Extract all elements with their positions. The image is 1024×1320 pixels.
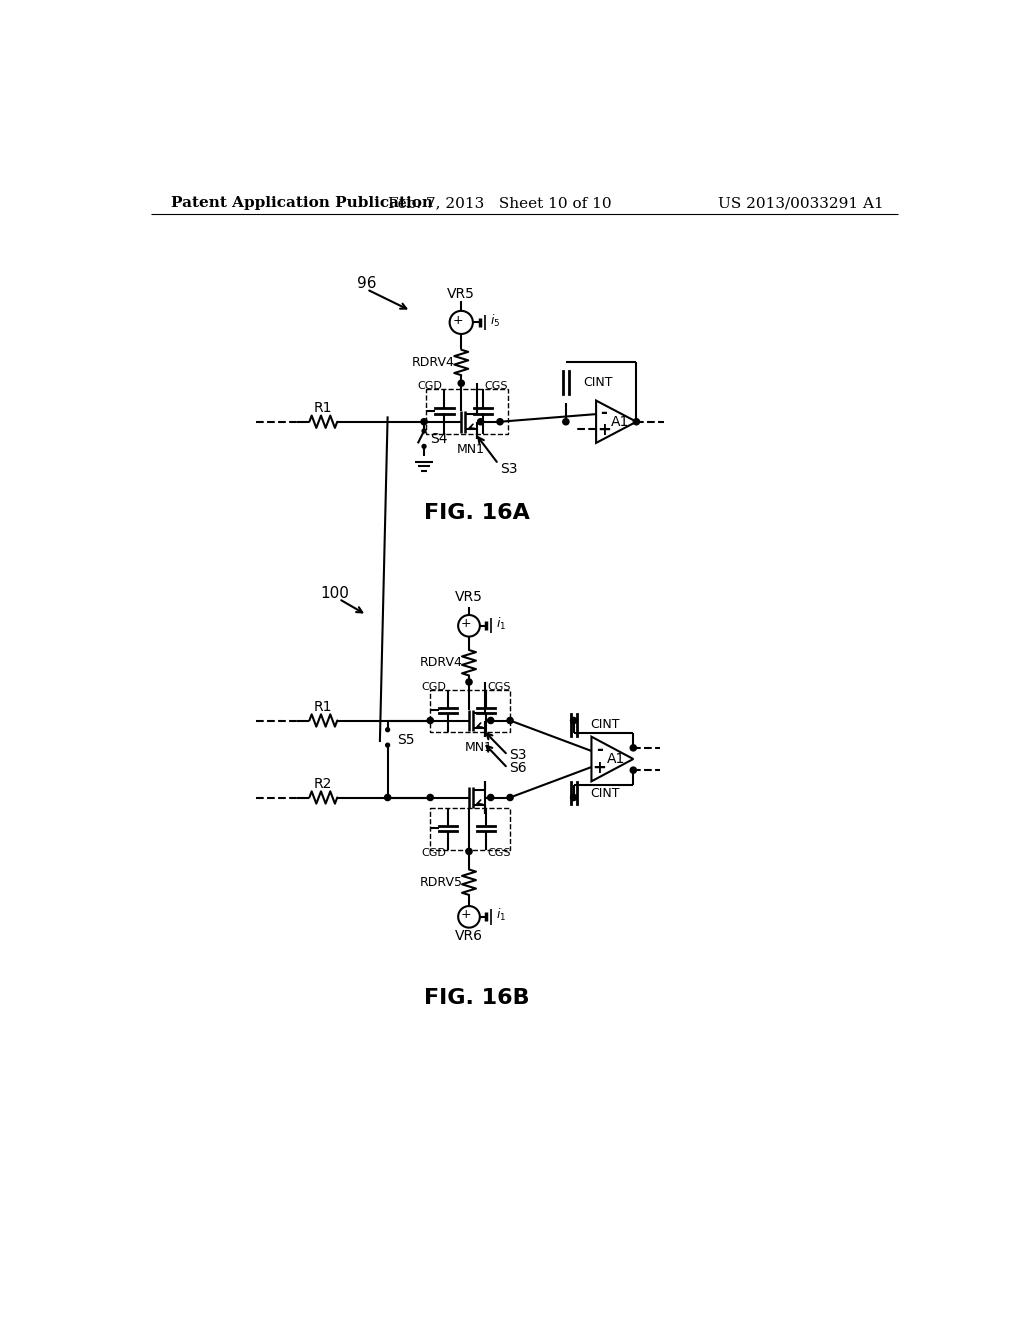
Text: CGS: CGS [484, 380, 508, 391]
Circle shape [563, 418, 569, 425]
Text: 96: 96 [356, 276, 376, 290]
Text: CGD: CGD [418, 380, 442, 391]
Circle shape [507, 718, 513, 723]
Text: -: - [596, 741, 603, 759]
Text: CGD: CGD [422, 847, 446, 858]
Text: S3: S3 [500, 462, 517, 477]
Text: FIG. 16B: FIG. 16B [424, 987, 529, 1007]
Text: A1: A1 [611, 414, 630, 429]
Circle shape [487, 795, 494, 800]
Text: RDRV4: RDRV4 [413, 356, 455, 370]
Text: CGS: CGS [487, 847, 511, 858]
Circle shape [507, 795, 513, 800]
Bar [426, 389, 508, 434]
Text: +: + [453, 314, 464, 326]
Text: RDRV4: RDRV4 [420, 656, 463, 669]
Bar [430, 808, 510, 850]
Circle shape [422, 445, 426, 449]
Circle shape [487, 718, 494, 723]
Circle shape [570, 718, 577, 723]
Text: Patent Application Publication: Patent Application Publication [171, 197, 432, 210]
Circle shape [427, 795, 433, 800]
Bar [430, 689, 510, 733]
Circle shape [497, 418, 503, 425]
Circle shape [630, 744, 636, 751]
Text: Feb. 7, 2013   Sheet 10 of 10: Feb. 7, 2013 Sheet 10 of 10 [388, 197, 611, 210]
Circle shape [386, 743, 389, 747]
Text: -: - [600, 404, 607, 422]
Text: MN1: MN1 [457, 444, 484, 455]
Circle shape [422, 429, 426, 433]
Circle shape [421, 418, 427, 425]
Text: $i_5$: $i_5$ [489, 313, 501, 329]
Text: +: + [597, 421, 610, 440]
Text: CINT: CINT [583, 376, 612, 389]
Text: CGD: CGD [422, 681, 446, 692]
Text: S6: S6 [509, 762, 527, 775]
Text: +: + [592, 759, 606, 777]
Circle shape [458, 380, 464, 387]
Circle shape [466, 849, 472, 854]
Circle shape [386, 727, 389, 731]
Text: CINT: CINT [591, 787, 621, 800]
Text: VR5: VR5 [447, 286, 475, 301]
Text: 100: 100 [321, 586, 349, 601]
Text: CINT: CINT [591, 718, 621, 731]
Text: $i_1$: $i_1$ [496, 616, 506, 632]
Circle shape [633, 418, 640, 425]
Circle shape [466, 678, 472, 685]
Text: VR6: VR6 [455, 929, 483, 942]
Text: +: + [461, 908, 471, 921]
Text: S4: S4 [430, 432, 447, 446]
Text: FIG. 16A: FIG. 16A [424, 503, 529, 523]
Text: $i_1$: $i_1$ [496, 907, 506, 924]
Circle shape [385, 795, 391, 800]
Text: +: + [461, 616, 471, 630]
Text: R1: R1 [314, 401, 333, 414]
Text: A1: A1 [607, 752, 626, 766]
Text: MN1: MN1 [464, 741, 493, 754]
Circle shape [630, 767, 636, 774]
Text: S5: S5 [397, 733, 415, 747]
Circle shape [427, 718, 433, 723]
Circle shape [477, 418, 483, 425]
Text: R2: R2 [314, 776, 333, 791]
Text: R1: R1 [314, 700, 333, 714]
Circle shape [570, 795, 577, 800]
Text: VR5: VR5 [455, 590, 483, 605]
Text: RDRV5: RDRV5 [420, 875, 463, 888]
Text: US 2013/0033291 A1: US 2013/0033291 A1 [718, 197, 884, 210]
Text: CGS: CGS [487, 681, 511, 692]
Text: S3: S3 [509, 748, 526, 762]
